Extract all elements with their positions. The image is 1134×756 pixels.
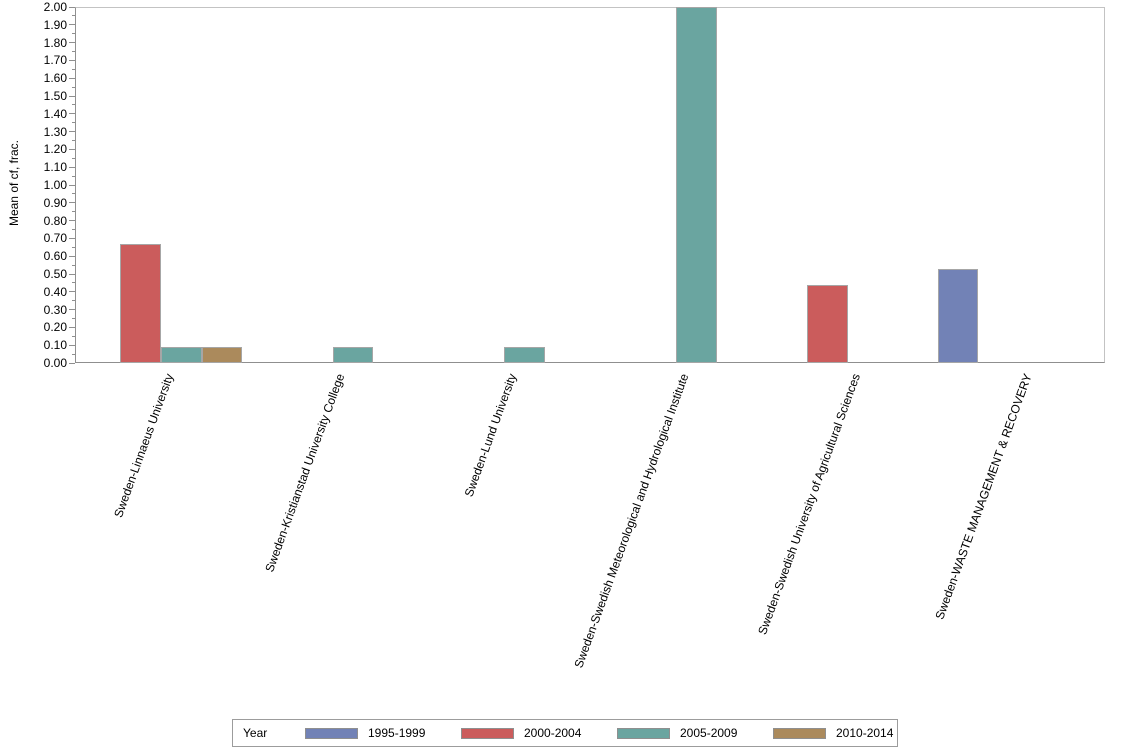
x-category-label: Sweden-Swedish University of Agricultura… bbox=[754, 371, 863, 637]
y-major-tick bbox=[69, 184, 75, 186]
y-minor-tick bbox=[72, 68, 75, 70]
y-tick-label: 1.90 bbox=[43, 17, 67, 32]
y-tick-label: 1.30 bbox=[43, 124, 67, 139]
y-tick-label: 1.80 bbox=[43, 35, 67, 50]
y-minor-tick bbox=[72, 104, 75, 106]
y-minor-tick bbox=[72, 300, 75, 302]
y-minor-tick bbox=[72, 193, 75, 195]
legend-entry-2010-2014: 2010-2014 bbox=[773, 726, 896, 740]
legend-entry-label: 2005-2009 bbox=[680, 726, 738, 740]
y-tick-label: 1.20 bbox=[43, 142, 67, 157]
legend-entry-1995-1999: 1995-1999 bbox=[305, 726, 428, 740]
legend-entry-label: 1995-1999 bbox=[368, 726, 426, 740]
legend-entries: 1995-1999 2000-2004 2005-2009 2010-2014 bbox=[305, 726, 896, 740]
bar-2005-2009-cat1 bbox=[332, 346, 374, 363]
y-tick-label: 0.80 bbox=[43, 213, 67, 228]
bar-2005-2009-cat0 bbox=[160, 346, 202, 363]
y-major-tick bbox=[69, 24, 75, 26]
bar-1995-1999-cat5 bbox=[937, 268, 979, 363]
y-tick-label: 2.00 bbox=[43, 0, 67, 14]
bar-2010-2014-cat0 bbox=[201, 346, 243, 363]
x-category-label: Sweden-Swedish Meteorological and Hydrol… bbox=[571, 371, 692, 670]
y-major-tick bbox=[69, 291, 75, 293]
legend-entry-2000-2004: 2000-2004 bbox=[461, 726, 584, 740]
y-axis-title: Mean of cf, frac. bbox=[7, 139, 21, 227]
plot-area bbox=[75, 7, 1105, 363]
x-category-label: Sweden-WASTE MANAGEMENT & RECOVERY bbox=[932, 371, 1035, 622]
y-minor-tick bbox=[72, 282, 75, 284]
y-tick-label: 0.60 bbox=[43, 249, 67, 264]
y-minor-tick bbox=[72, 122, 75, 124]
y-minor-tick bbox=[72, 140, 75, 141]
bar-2005-2009-cat3 bbox=[675, 7, 717, 363]
y-major-tick bbox=[69, 326, 75, 328]
y-minor-tick bbox=[72, 51, 75, 52]
y-major-tick bbox=[69, 113, 75, 115]
y-major-tick bbox=[69, 255, 75, 257]
y-tick-label: 1.00 bbox=[43, 178, 67, 192]
y-major-tick bbox=[69, 344, 75, 346]
y-tick-label: 1.60 bbox=[43, 71, 67, 86]
y-tick-label: 0.10 bbox=[43, 338, 67, 353]
legend-swatch-icon bbox=[773, 727, 826, 739]
legend-entry-2005-2009: 2005-2009 bbox=[617, 726, 740, 740]
y-minor-tick bbox=[72, 15, 75, 17]
y-minor-tick bbox=[72, 33, 75, 35]
y-tick-label: 1.40 bbox=[43, 106, 67, 121]
legend-entry-label: 2000-2004 bbox=[524, 726, 582, 740]
legend-swatch-icon bbox=[461, 727, 514, 739]
y-major-tick bbox=[69, 59, 75, 61]
y-major-tick bbox=[69, 148, 75, 150]
legend-title: Year bbox=[243, 726, 268, 740]
y-major-tick bbox=[69, 77, 75, 79]
y-minor-tick bbox=[72, 264, 75, 266]
bar-2005-2009-cat2 bbox=[504, 346, 545, 363]
legend: Year 1995-1999 2000-2004 2005-2009 2010-201… bbox=[232, 719, 898, 747]
legend-entry-label: 2010-2014 bbox=[836, 726, 894, 740]
bar-2000-2004-cat4 bbox=[806, 284, 848, 363]
y-tick-label: 0.50 bbox=[43, 267, 67, 281]
x-category-label: Sweden-Lund University bbox=[461, 371, 520, 499]
y-major-tick bbox=[69, 42, 75, 44]
legend-swatch-icon bbox=[305, 727, 358, 739]
y-major-tick bbox=[69, 309, 75, 311]
y-major-tick bbox=[69, 237, 75, 239]
x-category-label: Sweden-Linnaeus University bbox=[110, 371, 177, 520]
y-minor-tick bbox=[72, 211, 75, 213]
y-tick-label: 1.10 bbox=[43, 160, 67, 175]
y-tick-label: 0.90 bbox=[43, 195, 67, 210]
y-minor-tick bbox=[72, 229, 75, 230]
y-major-tick bbox=[69, 95, 75, 97]
y-major-tick bbox=[69, 220, 75, 222]
y-major-tick bbox=[69, 362, 75, 364]
x-category-label: Sweden-Kristianstad University College bbox=[262, 371, 348, 574]
y-tick-label: 0.40 bbox=[43, 284, 67, 299]
y-major-tick bbox=[69, 273, 75, 275]
y-minor-tick bbox=[72, 86, 75, 88]
bar-2000-2004-cat0 bbox=[120, 243, 161, 363]
y-tick-label: 0.00 bbox=[43, 356, 67, 370]
y-major-tick bbox=[69, 131, 75, 133]
y-major-tick bbox=[69, 6, 75, 8]
y-tick-label: 0.30 bbox=[43, 302, 67, 317]
y-tick-label: 1.70 bbox=[43, 53, 67, 68]
y-tick-label: 1.50 bbox=[43, 89, 67, 103]
legend-swatch-icon bbox=[617, 727, 670, 739]
y-tick-label: 0.20 bbox=[43, 320, 67, 335]
y-tick-label: 0.70 bbox=[43, 231, 67, 246]
y-major-tick bbox=[69, 202, 75, 204]
y-minor-tick bbox=[72, 335, 75, 337]
y-major-tick bbox=[69, 166, 75, 168]
y-minor-tick bbox=[72, 353, 75, 355]
y-minor-tick bbox=[72, 157, 75, 159]
y-minor-tick bbox=[72, 175, 75, 177]
y-minor-tick bbox=[72, 246, 75, 248]
y-minor-tick bbox=[72, 318, 75, 319]
